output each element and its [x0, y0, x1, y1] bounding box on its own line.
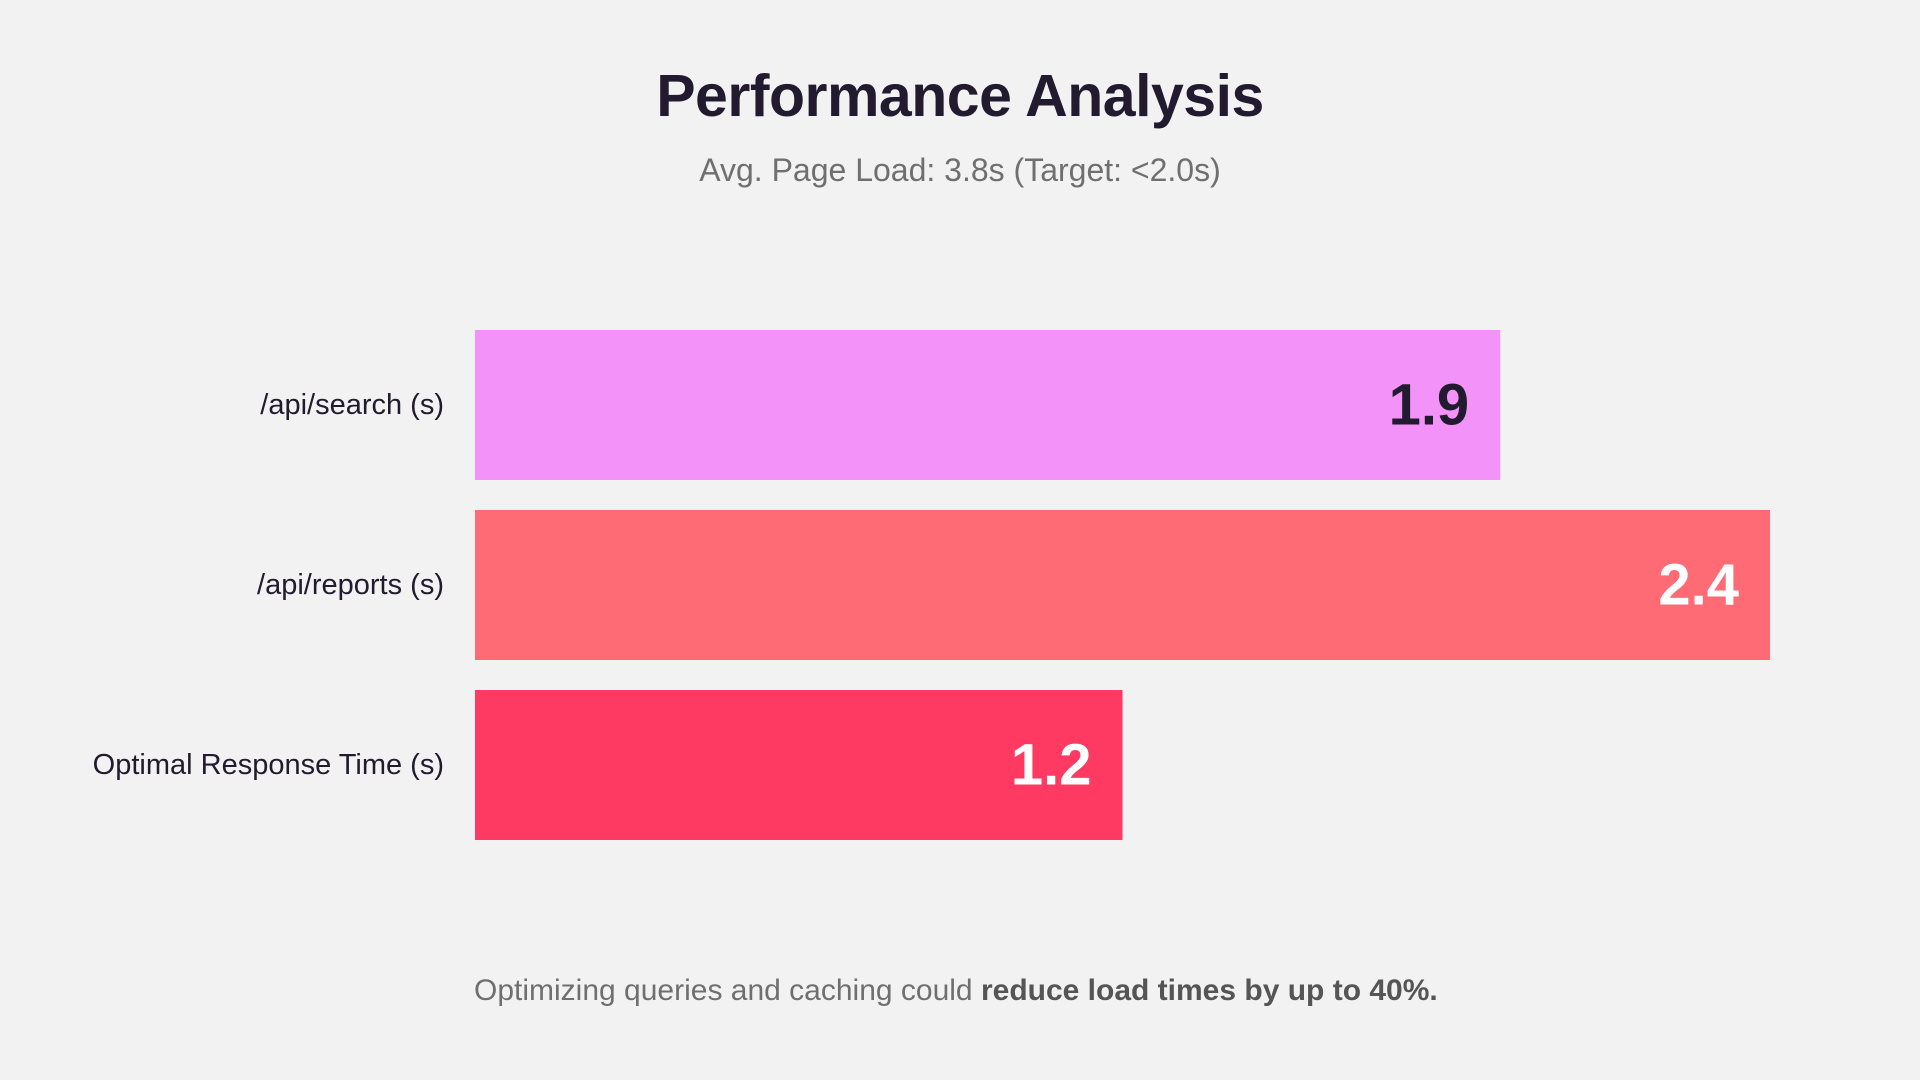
value-label-2: 1.2 — [1011, 733, 1092, 798]
footnote: Optimizing queries and caching could red… — [474, 974, 1438, 1008]
bar-1 — [475, 510, 1770, 660]
footnote-emphasis: reduce load times by up to 40%. — [980, 974, 1438, 1007]
value-label-0: 1.9 — [1389, 373, 1470, 438]
category-label-2: Optimal Response Time (s) — [93, 749, 444, 781]
footnote-text: Optimizing queries and caching could — [474, 974, 981, 1007]
chart-subtitle: Avg. Page Load: 3.8s (Target: <2.0s) — [699, 152, 1221, 188]
bar-2 — [475, 690, 1123, 840]
bar-0 — [475, 330, 1501, 480]
chart-title: Performance Analysis — [656, 63, 1264, 129]
category-label-0: /api/search (s) — [260, 389, 444, 421]
value-label-1: 2.4 — [1658, 553, 1739, 618]
category-label-1: /api/reports (s) — [257, 569, 444, 601]
